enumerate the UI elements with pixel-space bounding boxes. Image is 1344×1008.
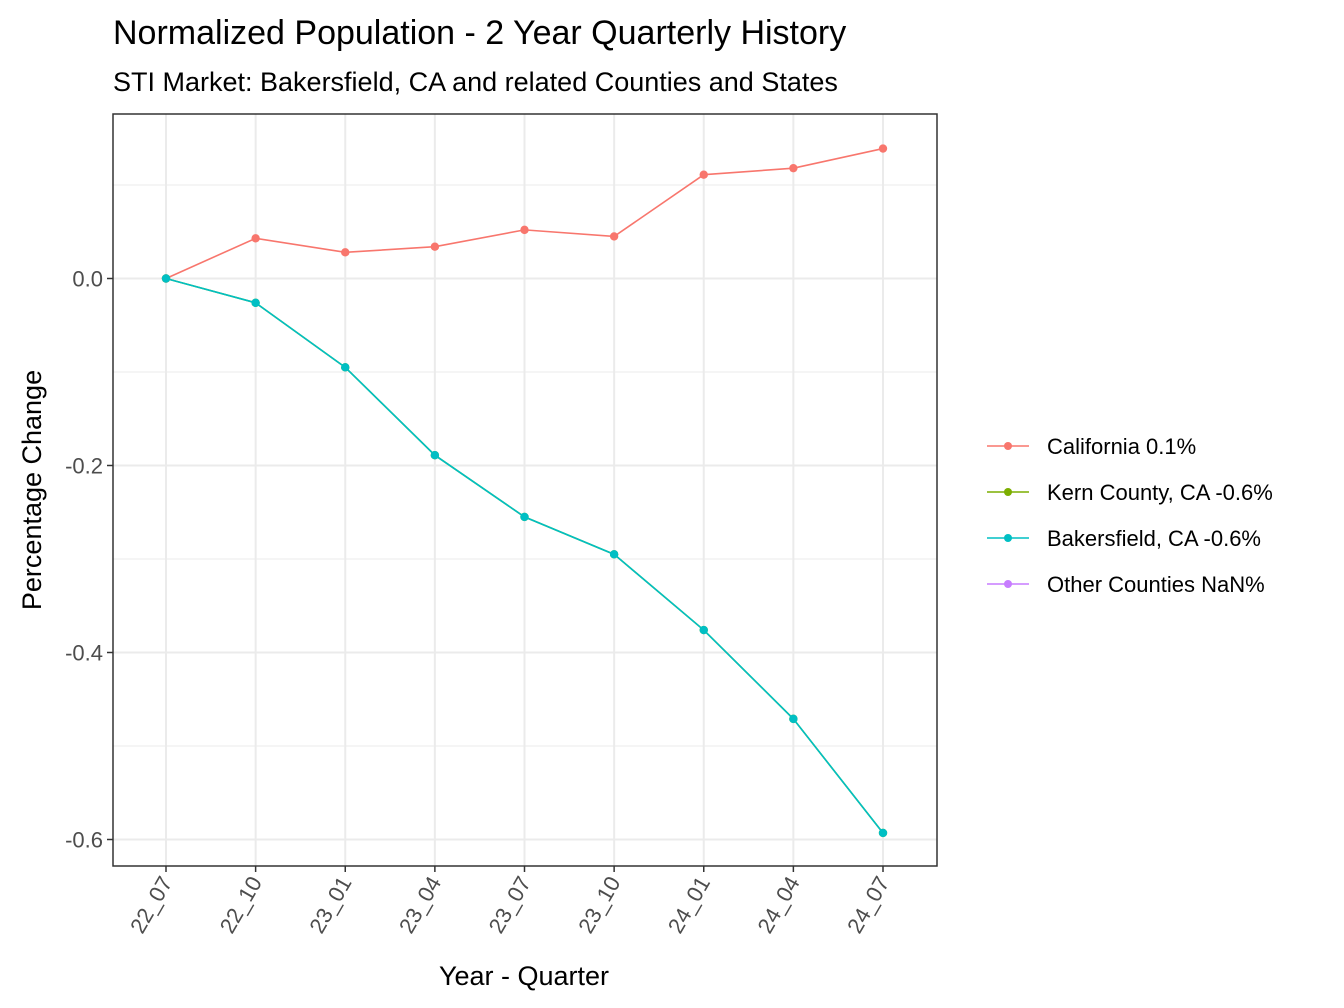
x-tick-label: 23_01 [304, 872, 356, 937]
y-axis-title: Percentage Change [17, 370, 47, 610]
legend-key-point [1004, 488, 1012, 496]
x-tick-label: 23_10 [573, 872, 625, 937]
legend-key-point [1004, 534, 1012, 542]
data-point [430, 451, 440, 460]
legend-label: California 0.1% [1047, 434, 1196, 459]
data-point [609, 232, 619, 241]
y-tick-label: -0.2 [65, 454, 103, 479]
data-point [251, 234, 260, 243]
data-point [878, 144, 888, 153]
data-point [161, 274, 171, 283]
legend-key-point [1004, 580, 1012, 588]
x-tick-label: 23_07 [484, 872, 536, 937]
data-point [699, 625, 708, 635]
x-tick-label: 24_04 [752, 872, 804, 937]
legend: California 0.1% Kern County, CA -0.6% Bake… [987, 434, 1273, 597]
y-axis: 0.0 -0.2 -0.4 -0.6 [65, 267, 113, 853]
y-tick-label: 0.0 [72, 267, 103, 292]
data-point [699, 170, 708, 179]
y-tick-label: -0.4 [65, 641, 103, 666]
x-tick-label: 23_04 [394, 872, 446, 937]
data-point [789, 714, 798, 724]
data-point [341, 363, 350, 372]
chart-subtitle: STI Market: Bakersfield, CA and related … [113, 67, 838, 97]
gridlines [113, 114, 937, 866]
x-tick-label: 24_01 [663, 872, 715, 937]
legend-label: Other Counties NaN% [1047, 572, 1265, 597]
x-tick-label: 24_07 [842, 872, 894, 937]
data-point [251, 298, 260, 308]
data-point [789, 163, 798, 173]
data-point [878, 828, 888, 838]
legend-key-point [1004, 442, 1012, 450]
chart-title: Normalized Population - 2 Year Quarterly… [113, 14, 846, 52]
x-axis-title: Year - Quarter [439, 961, 609, 991]
legend-label: Bakersfield, CA -0.6% [1047, 526, 1261, 551]
data-point [341, 248, 350, 257]
legend-label: Kern County, CA -0.6% [1047, 480, 1273, 505]
data-point [609, 550, 619, 559]
data-point [430, 242, 440, 251]
x-tick-label: 22_07 [125, 872, 177, 937]
x-tick-label: 22_10 [215, 872, 267, 937]
y-tick-label: -0.6 [65, 828, 103, 853]
data-point [520, 225, 529, 235]
data-point [520, 512, 529, 522]
plot-panel [112, 113, 938, 867]
series-layer [161, 144, 888, 838]
x-axis: 22_07 22_10 23_01 23_04 23_07 23_10 24_01 24_04… [125, 866, 894, 937]
